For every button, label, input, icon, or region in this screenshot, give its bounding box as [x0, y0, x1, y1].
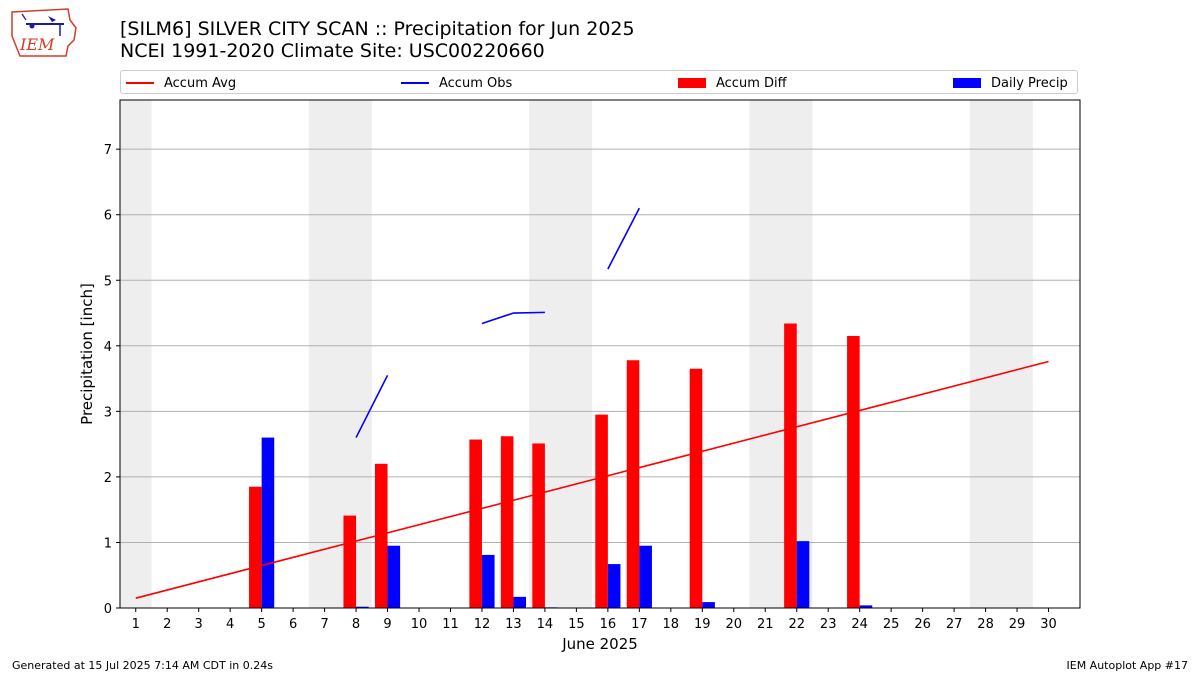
y-tick-label: 0 — [104, 602, 112, 617]
x-tick-label: 11 — [442, 617, 459, 632]
accum-diff-bar — [532, 443, 545, 608]
legend-swatch-accum-diff — [678, 78, 706, 88]
x-tick-label: 30 — [1040, 617, 1057, 632]
x-tick-label: 7 — [320, 617, 328, 632]
legend-label-accum-avg: Accum Avg — [164, 75, 237, 91]
x-tick-label: 21 — [757, 617, 774, 632]
x-tick-label: 12 — [474, 617, 491, 632]
daily-precip-bar — [702, 602, 715, 608]
y-tick-label: 1 — [104, 536, 112, 551]
iem-logo: IEM — [11, 8, 77, 57]
x-tick-label: 14 — [537, 617, 554, 632]
x-axis-label: June 2025 — [561, 635, 638, 653]
legend-label-daily-precip: Daily Precip — [991, 75, 1068, 91]
accum-diff-bar — [847, 335, 860, 608]
accum-obs-line — [355, 374, 389, 438]
accum-diff-bar — [249, 486, 262, 608]
x-tick-label: 23 — [820, 617, 837, 632]
daily-precip-bar — [481, 554, 495, 608]
legend-item-daily-precip: Daily Precip — [953, 74, 1068, 92]
daily-precip-bar — [859, 605, 873, 608]
y-tick-label: 7 — [104, 143, 112, 158]
accum-diff-bar — [784, 323, 797, 608]
x-tick-label: 6 — [289, 617, 297, 632]
daily-precip-bar — [513, 596, 527, 608]
weekend-shading — [120, 100, 1033, 608]
accum-obs-line — [481, 311, 545, 325]
accum-diff-bar — [689, 368, 703, 608]
daily-precip-bar — [796, 541, 810, 608]
legend-item-accum-avg: Accum Avg — [126, 74, 236, 92]
x-tick-label: 26 — [914, 617, 931, 632]
x-tick-label: 13 — [505, 617, 522, 632]
weekend-band — [308, 100, 372, 608]
plot-frame — [119, 99, 1081, 609]
accum-avg-line — [135, 360, 1049, 599]
series-lines — [135, 207, 1049, 599]
legend: Accum Avg Accum Obs Accum Diff Daily Pre… — [120, 70, 1078, 94]
x-tick-label: 24 — [851, 617, 868, 632]
x-tick-label: 17 — [631, 617, 648, 632]
x-tick-label: 22 — [788, 617, 805, 632]
y-tick-label: 3 — [104, 405, 112, 420]
bars — [249, 323, 873, 609]
x-tick-label: 3 — [195, 617, 203, 632]
x-tick-label: 9 — [383, 617, 391, 632]
legend-item-accum-obs: Accum Obs — [401, 74, 512, 92]
x-tick-label: 19 — [694, 617, 711, 632]
accum-diff-bar — [343, 515, 357, 608]
weekend-band — [749, 100, 813, 608]
x-tick-label: 20 — [725, 617, 742, 632]
legend-label-accum-diff: Accum Diff — [716, 75, 787, 91]
legend-swatch-accum-obs — [401, 82, 429, 84]
daily-precip-bar — [356, 606, 369, 608]
accum-diff-bar — [374, 463, 388, 608]
logo-text: IEM — [19, 35, 55, 54]
legend-label-accum-obs: Accum Obs — [439, 75, 513, 91]
weekend-band — [969, 100, 1033, 608]
daily-precip-bar — [607, 564, 621, 608]
x-tick-label: 25 — [883, 617, 900, 632]
daily-precip-bar — [639, 545, 652, 608]
x-tick-label: 2 — [163, 617, 171, 632]
y-tick-label: 6 — [104, 209, 112, 224]
x-tick-label: 29 — [1009, 617, 1026, 632]
y-tick-label: 2 — [104, 471, 112, 486]
accum-diff-bar — [626, 360, 640, 608]
x-tick-label: 5 — [257, 617, 265, 632]
chart-title: [SILM6] SILVER CITY SCAN :: Precipitatio… — [120, 18, 635, 40]
accum-obs-line — [607, 207, 641, 270]
accum-diff-bar — [500, 436, 514, 608]
y-tick-label: 4 — [104, 340, 112, 355]
accum-diff-bar — [469, 439, 482, 608]
x-tick-label: 15 — [568, 617, 585, 632]
x-tick-label: 10 — [411, 617, 428, 632]
weekend-band — [120, 100, 152, 608]
daily-precip-bar — [387, 545, 401, 608]
y-axis-label: Precipitation [inch] — [78, 283, 96, 425]
legend-swatch-accum-avg — [126, 82, 154, 84]
x-tick-label: 27 — [946, 617, 963, 632]
accum-diff-bar — [595, 414, 608, 608]
x-tick-label: 18 — [663, 617, 680, 632]
x-tick-label: 28 — [977, 617, 994, 632]
legend-item-accum-diff: Accum Diff — [678, 74, 787, 92]
x-tick-label: 4 — [226, 617, 234, 632]
footer-generated: Generated at 15 Jul 2025 7:14 AM CDT in … — [12, 659, 273, 672]
footer-app-id: IEM Autoplot App #17 — [1066, 659, 1189, 672]
x-tick-label: 16 — [600, 617, 617, 632]
y-tick-label: 5 — [104, 274, 112, 289]
x-tick-label: 8 — [352, 617, 360, 632]
chart-subtitle: NCEI 1991-2020 Climate Site: USC00220660 — [120, 40, 545, 62]
daily-precip-bar — [261, 437, 275, 608]
legend-swatch-daily-precip — [953, 78, 981, 88]
x-tick-label: 1 — [132, 617, 140, 632]
axis-ticks: 1 2 3 4 5 6 7 8 9 10 11 12 13 14 15 16 17 18 19 20 21 22 23 24 2… — [104, 143, 1057, 632]
